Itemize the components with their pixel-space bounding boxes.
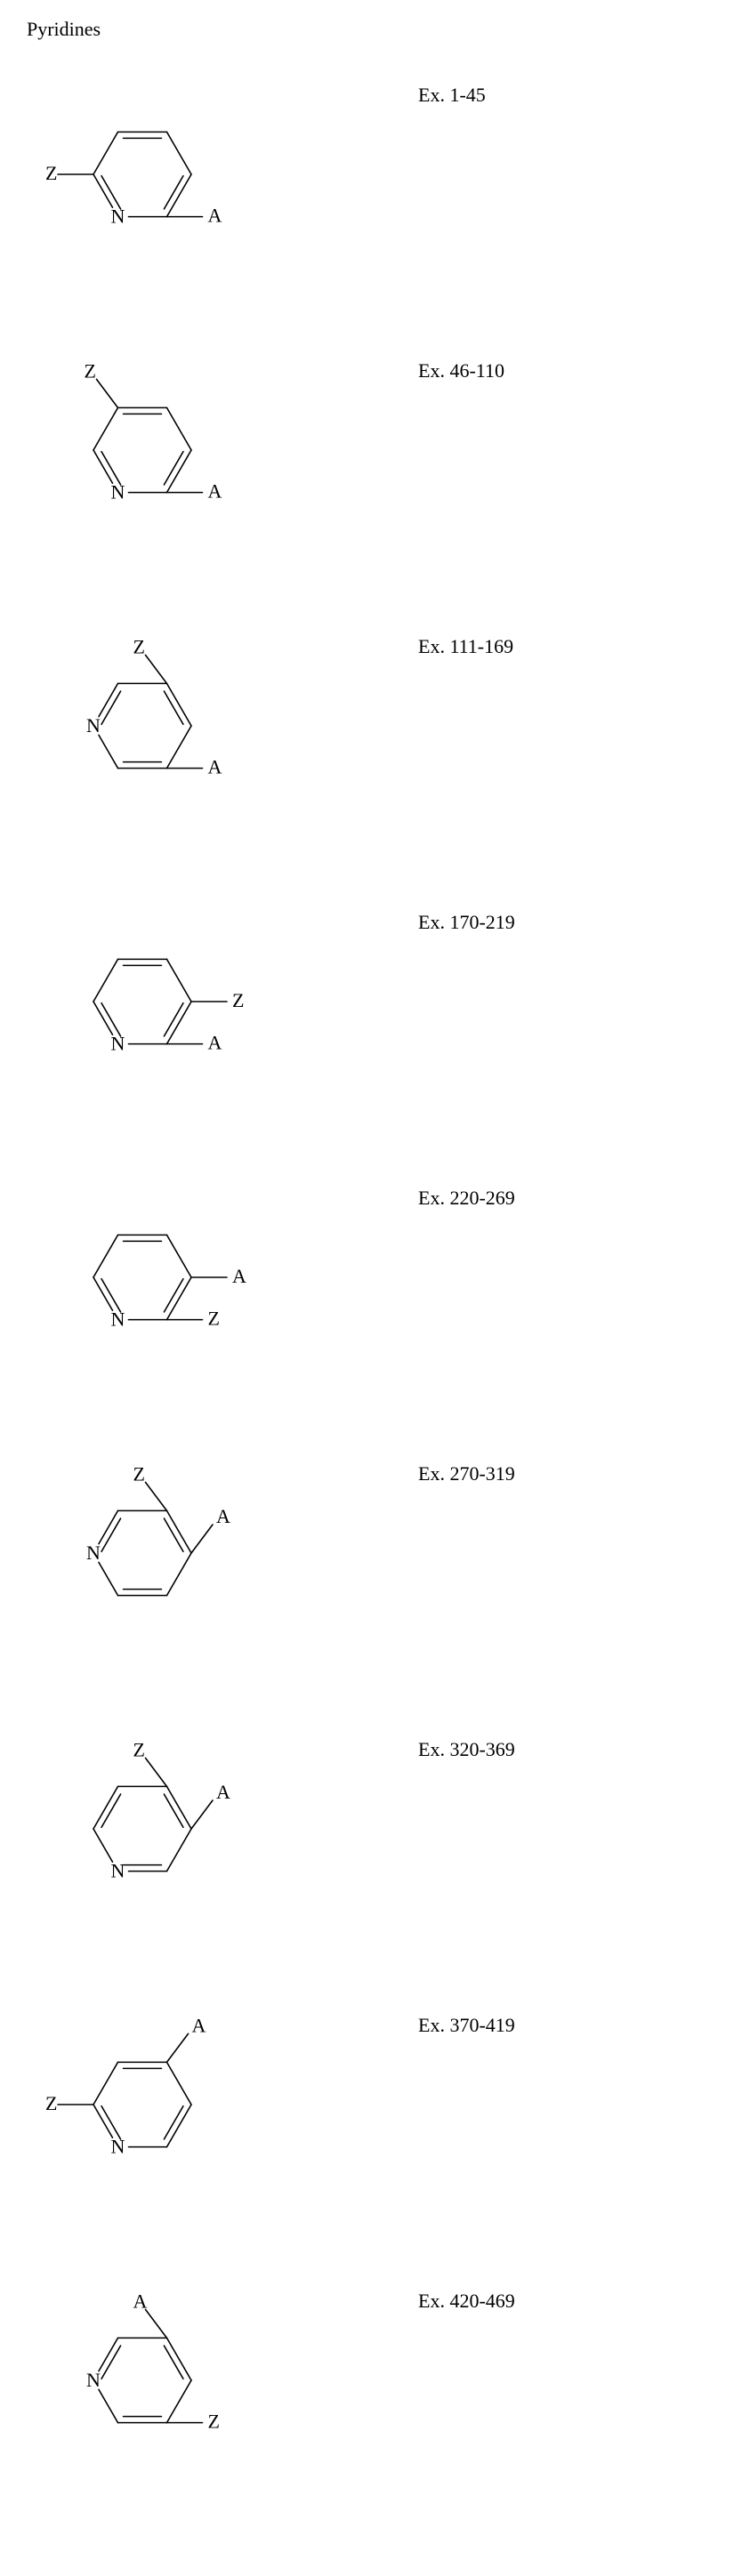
example-range-label: Ex. 420-469 (418, 2282, 707, 2313)
svg-text:A: A (208, 205, 222, 227)
svg-text:N: N (111, 1033, 125, 1055)
page-title: Pyridines (27, 18, 707, 41)
example-range-label: Ex. 270-319 (418, 1455, 707, 1485)
svg-text:A: A (192, 2014, 206, 2036)
entries-list: NZA Ex. 1-45 NZA Ex. 46-110 NZA Ex. 111-… (27, 76, 707, 2487)
example-range-label: Ex. 170-219 (418, 904, 707, 934)
svg-text:N: N (86, 1542, 101, 1564)
chemical-structure: N Z A (27, 628, 418, 833)
svg-text:Z: Z (133, 1738, 144, 1760)
structure-entry: N Z A Ex. 270-319 (27, 1455, 707, 1660)
example-range-label: Ex. 111-169 (418, 628, 707, 658)
svg-text:N: N (111, 1308, 125, 1331)
structure-entry: N A Z Ex. 420-469 (27, 2282, 707, 2487)
svg-text:Z: Z (85, 359, 96, 382)
structure-entry: N Z A Ex. 320-369 (27, 1731, 707, 1936)
chemical-structure: N A Z (27, 2282, 418, 2487)
svg-text:A: A (208, 1032, 222, 1054)
example-range-label: Ex. 370-419 (418, 2007, 707, 2037)
svg-text:Z: Z (133, 1462, 144, 1485)
structure-entry: N AZ Ex. 220-269 (27, 1179, 707, 1384)
svg-text:Z: Z (208, 1308, 220, 1330)
chemical-structure: N Z A (27, 76, 418, 281)
example-range-label: Ex. 46-110 (418, 352, 707, 382)
structure-entry: N A Z Ex. 370-419 (27, 2007, 707, 2211)
chemical-structure: N Z A (27, 1455, 418, 1660)
chemical-structure: N Z A (27, 1731, 418, 1936)
svg-text:N: N (86, 2369, 101, 2391)
example-range-label: Ex. 1-45 (418, 76, 707, 107)
svg-text:N: N (111, 205, 125, 228)
svg-text:Z: Z (232, 989, 244, 1011)
svg-text:Z: Z (133, 635, 144, 657)
svg-text:N: N (111, 1860, 125, 1882)
structure-entry: N Z A Ex. 111-169 (27, 628, 707, 833)
structure-entry: N ZA Ex. 170-219 (27, 904, 707, 1108)
svg-text:N: N (111, 2136, 125, 2158)
svg-text:A: A (216, 1781, 230, 1803)
structure-entry: N Z A Ex. 1-45 (27, 76, 707, 281)
chemical-structure: N AZ (27, 1179, 418, 1384)
svg-text:Z: Z (45, 162, 57, 184)
example-range-label: Ex. 320-369 (418, 1731, 707, 1761)
chemical-structure: N Z A (27, 352, 418, 557)
svg-text:N: N (86, 714, 101, 737)
example-range-label: Ex. 220-269 (418, 1179, 707, 1210)
svg-text:A: A (208, 756, 222, 778)
svg-text:A: A (208, 480, 222, 503)
structure-entry: N Z A Ex. 46-110 (27, 352, 707, 557)
svg-text:Z: Z (208, 2411, 220, 2433)
svg-text:A: A (216, 1505, 230, 1527)
svg-text:A: A (133, 2290, 147, 2312)
svg-text:N: N (111, 481, 125, 503)
chemical-structure: N A Z (27, 2007, 418, 2211)
chemical-structure: N ZA (27, 904, 418, 1108)
svg-text:A: A (232, 1265, 246, 1287)
svg-text:Z: Z (45, 2092, 57, 2114)
